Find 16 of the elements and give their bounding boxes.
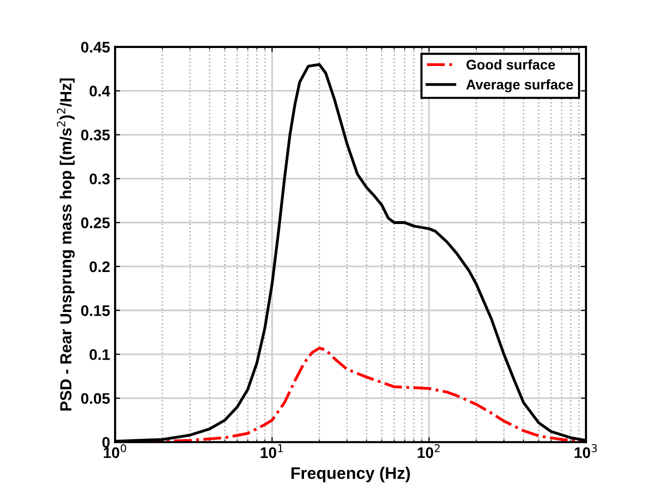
legend-label: Average surface bbox=[466, 79, 574, 92]
x-tick-label: 10$^{3}$ bbox=[574, 444, 597, 458]
x-tick-label: 10$^{2}$ bbox=[418, 444, 440, 458]
y-tick-label: 0.1 bbox=[90, 349, 110, 360]
y-tick-label: 0.4 bbox=[90, 86, 110, 97]
legend-label: Good surface bbox=[466, 59, 555, 70]
y-tick-label: 0.15 bbox=[81, 305, 110, 316]
y-tick-label: 0.05 bbox=[81, 393, 110, 404]
y-tick-label: 0.45 bbox=[81, 42, 110, 53]
y-tick-label: 0.3 bbox=[90, 174, 110, 184]
y-axis-title: PSD - Rear Unsprung mass hop [(m/s$^{2}$)$^{2}$/Hz] bbox=[56, 78, 75, 411]
y-tick-label: 0.35 bbox=[81, 130, 110, 140]
x-tick-label: 10$^{1}$ bbox=[260, 444, 283, 458]
y-tick-label: 0.2 bbox=[90, 261, 110, 272]
y-tick-label: 0.25 bbox=[81, 217, 110, 228]
x-axis-title: Frequency (Hz) bbox=[291, 466, 410, 482]
